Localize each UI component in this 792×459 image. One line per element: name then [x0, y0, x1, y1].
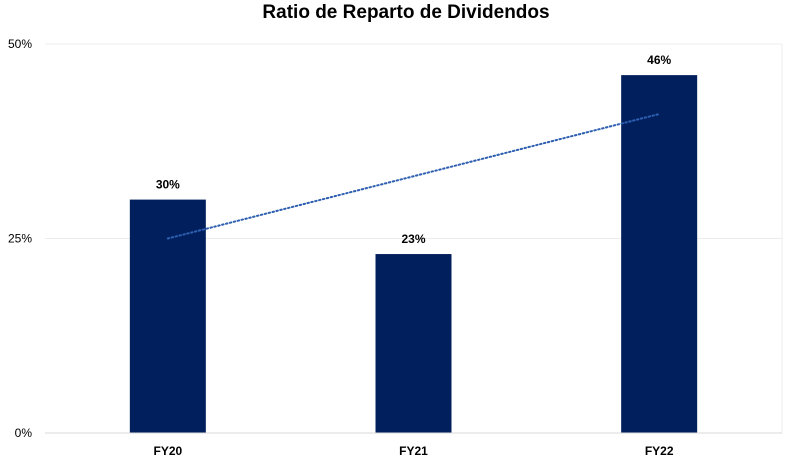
chart-title: Ratio de Reparto de Dividendos — [262, 2, 550, 23]
y-tick-label: 25% — [8, 232, 32, 246]
trendline — [166, 113, 661, 240]
data-label: 23% — [401, 232, 425, 246]
x-tick-label: FY22 — [645, 444, 674, 458]
axes: 0% 25% 50% FY20 FY21 FY22 — [8, 37, 782, 458]
y-tick-label: 50% — [8, 37, 32, 51]
x-tick-label: FY20 — [153, 444, 182, 458]
data-label: 30% — [156, 178, 180, 192]
bars — [129, 75, 698, 434]
data-labels: 30% 23% 46% — [156, 53, 672, 246]
x-tick-label: FY21 — [399, 444, 428, 458]
trendline-layer — [166, 113, 661, 240]
bar-fy21 — [375, 254, 452, 433]
y-tick-label: 0% — [15, 426, 33, 440]
bar-fy22 — [621, 75, 698, 434]
data-label: 46% — [647, 53, 671, 67]
bar-fy20 — [129, 199, 206, 433]
